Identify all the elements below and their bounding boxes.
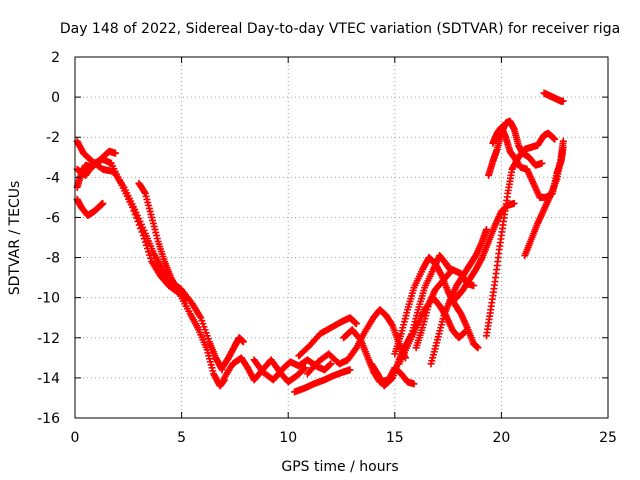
data-point (410, 380, 418, 388)
data-point (138, 228, 146, 236)
data-point (130, 207, 138, 215)
data-point (147, 254, 155, 262)
y-tick-label: 0 (51, 90, 60, 106)
data-point (137, 224, 145, 232)
y-tick-label: -16 (37, 411, 60, 427)
x-tick-label: 20 (492, 430, 510, 446)
data-point (559, 137, 567, 145)
data-point (145, 248, 153, 256)
data-point (301, 364, 309, 372)
series-arc-9 (291, 366, 354, 396)
y-axis-label: SDTVAR / TECUs (7, 181, 23, 296)
data-point (181, 294, 189, 302)
data-point (482, 225, 490, 233)
series-arc-22 (521, 137, 567, 260)
chart-title: Day 148 of 2022, Sidereal Day-to-day VTE… (60, 21, 620, 37)
series-arc-3 (73, 195, 107, 219)
data-point (133, 214, 141, 222)
series-arc-4 (73, 147, 120, 191)
series-arc-17 (427, 225, 490, 368)
y-tick-label: -4 (46, 170, 60, 186)
data-point (182, 296, 190, 304)
y-tick-label: -10 (37, 291, 60, 307)
data-point (510, 199, 518, 207)
x-tick-label: 5 (177, 430, 186, 446)
x-tick-label: 25 (599, 430, 617, 446)
x-tick-label: 10 (279, 430, 297, 446)
data-point (470, 282, 478, 290)
data-point (559, 97, 567, 105)
x-axis-label: GPS time / hours (281, 459, 398, 475)
data-point (146, 251, 154, 259)
data-point (327, 360, 335, 368)
x-tick-label: 0 (71, 430, 80, 446)
series-arc-5 (135, 179, 190, 304)
data-point (135, 221, 143, 229)
data-point (538, 159, 546, 167)
data-point (351, 345, 359, 353)
y-tick-label: -14 (37, 371, 60, 387)
data-points (73, 89, 567, 396)
data-point (141, 238, 149, 246)
data-point (134, 217, 142, 225)
series-arc-20 (485, 117, 546, 179)
y-tick-label: -8 (46, 251, 60, 267)
data-point (352, 320, 360, 328)
y-tick-label: -12 (37, 331, 60, 347)
data-point (461, 328, 469, 336)
series-arc-6 (218, 334, 247, 372)
y-tick-label: -6 (46, 210, 60, 226)
series-arc-16 (412, 266, 478, 352)
y-tick-label: -2 (46, 130, 60, 146)
data-point (129, 203, 137, 211)
data-point (474, 344, 482, 352)
data-point (300, 365, 308, 373)
x-tick-label: 15 (386, 430, 404, 446)
data-point (99, 199, 107, 207)
series-arc-2 (73, 155, 228, 390)
y-tick-label: 2 (51, 50, 60, 66)
data-point (131, 210, 139, 218)
data-point (140, 235, 148, 243)
data-point (142, 241, 150, 249)
data-point (551, 135, 559, 143)
series-arc-23 (540, 89, 567, 105)
data-point (139, 231, 147, 239)
data-point (346, 366, 354, 374)
data-point (143, 245, 151, 253)
plot-frame (74, 56, 609, 419)
data-point (239, 338, 247, 346)
series-arc-10 (295, 314, 360, 360)
data-point (112, 149, 120, 157)
